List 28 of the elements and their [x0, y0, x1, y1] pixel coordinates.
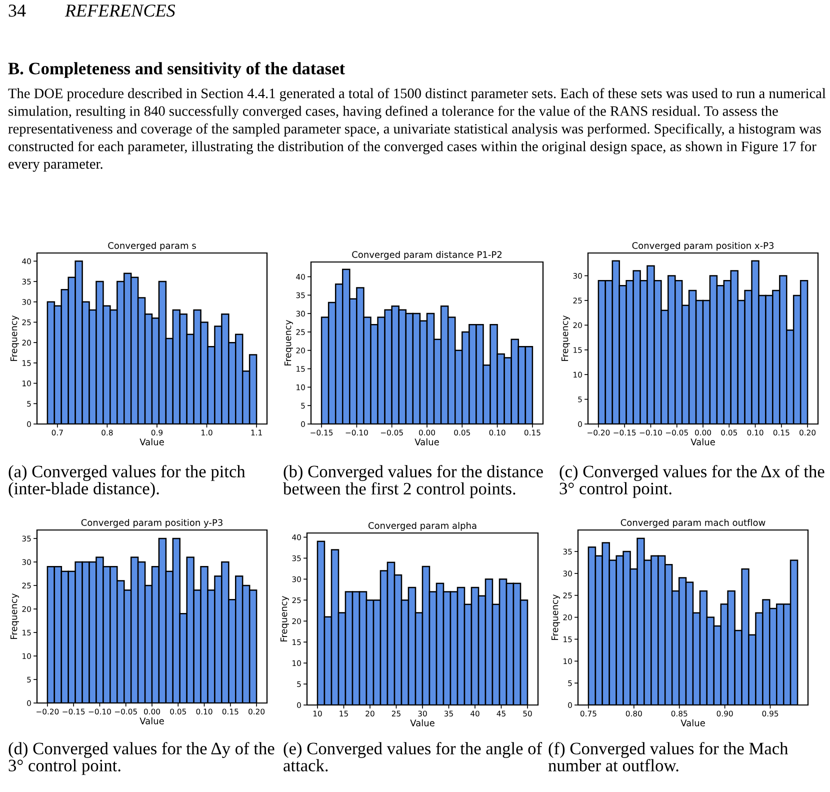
text: 34 [8, 4, 26, 17]
text: B. Completeness and sensitivity of the dataset [8, 62, 346, 78]
y-axis-title: Frequency [551, 594, 560, 640]
y-axis-title: Frequency [10, 315, 19, 361]
x-axis-title: Value [410, 719, 434, 726]
y-axis-title: Frequency [280, 596, 289, 642]
x-axis-title: Value [680, 719, 705, 726]
x-axis-title: Value [690, 438, 715, 446]
x-axis-title: Value [140, 717, 164, 724]
y-axis-title: Frequency [284, 320, 293, 366]
chart-title: Converged param position y-P3 [81, 518, 222, 528]
x-axis-title: Value [414, 438, 439, 446]
text: (d) Converged values for the Δy of the 3° control point. [8, 742, 274, 775]
text: (b) Converged values for the distance between the first 2 control points. [283, 465, 543, 498]
y-axis-title: Frequency [561, 315, 570, 361]
text: REFERENCES [64, 4, 176, 17]
chart-title: Converged param mach outflow [620, 518, 766, 528]
text: (f) Converged values for the Mach number at outflow. [548, 742, 788, 772]
chart-title: Converged param position x-P3 [632, 242, 774, 251]
x-axis-title: Value [140, 438, 164, 446]
y-axis-title: Frequency [10, 593, 19, 639]
text: (a) Converged values for the pitch (inter-blade distance). [8, 465, 246, 498]
text: (c) Converged values for the Δx of the 3° control point. [560, 465, 824, 498]
text: (e) Converged values for the angle of attack. [284, 742, 542, 772]
chart-title: Converged param distance P1-P2 [352, 250, 502, 260]
chart-title: Converged param s [108, 242, 196, 251]
chart-title: Converged param alpha [368, 522, 476, 531]
text: The DOE procedure described in Section 4.4.1 generated a total of 1500 distinct parameter sets. Each of these sets was used to run a numerical simulation, resulting in 840 successfully converged cases, having defined a tolerance for the value of the RANS residual. To assess the representativeness and coverage of the sampled parameter space, a univariate statistical analysis was performed. Specifically, a histogram was constructed for each parameter, illustrating the distribution of the converged cases within the original design space, as shown in Figure 17 for every parameter. [8, 88, 826, 172]
